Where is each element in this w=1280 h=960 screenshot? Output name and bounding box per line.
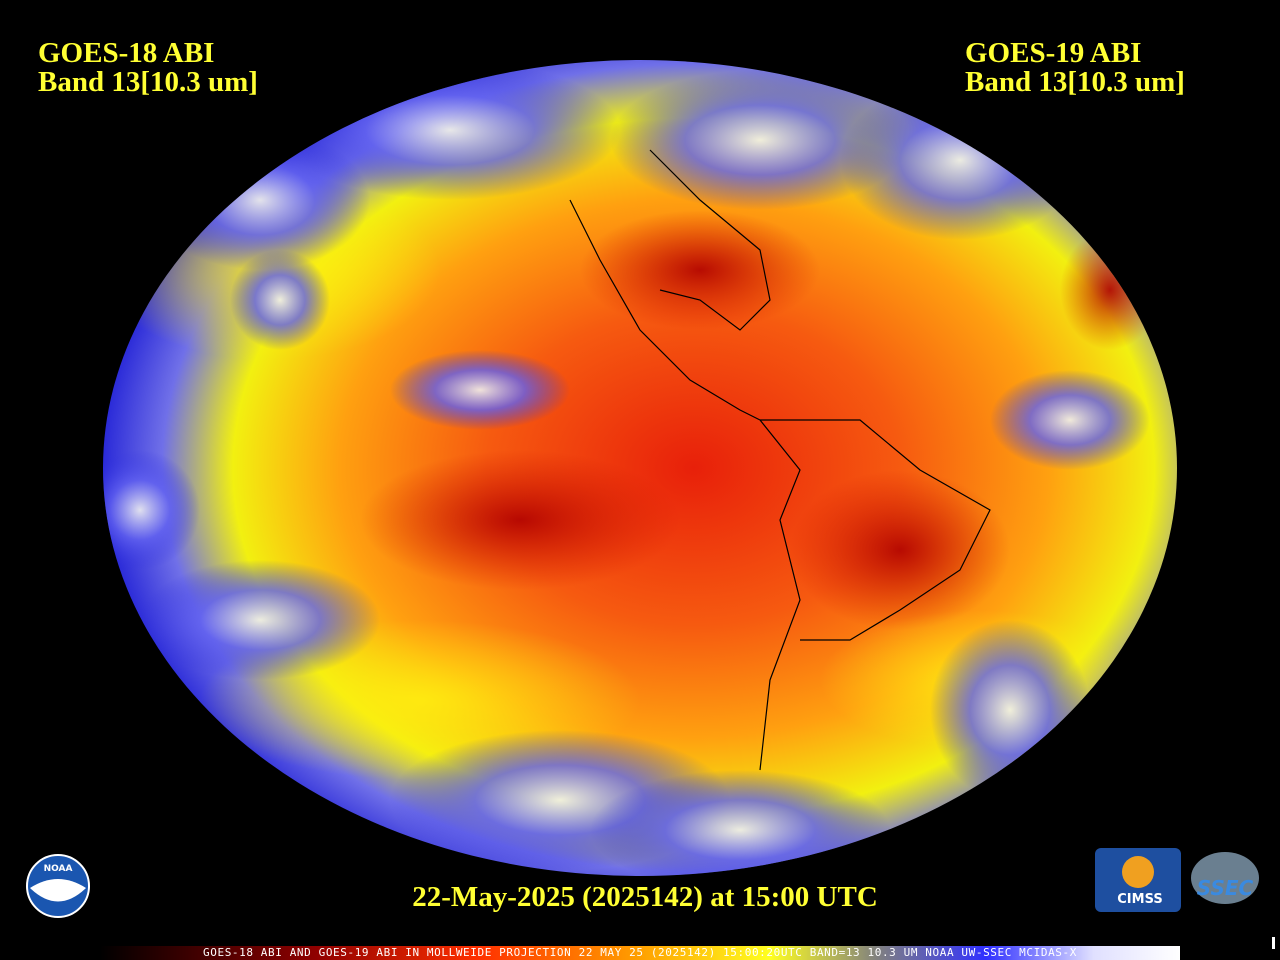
noaa-logo: NOAA xyxy=(26,854,90,918)
color-bar xyxy=(100,946,1180,960)
noaa-label: NOAA xyxy=(44,864,73,874)
ssec-logo: SSEC xyxy=(1191,852,1259,904)
coastlines xyxy=(569,149,991,771)
right-satellite: GOES-19 ABI xyxy=(965,37,1141,69)
left-band: Band 13[10.3 um] xyxy=(38,66,258,98)
cursor-mark xyxy=(1272,937,1275,949)
footer: GOES-18 ABI AND GOES-19 ABI IN MOLLWEIDE… xyxy=(203,946,1077,959)
right-band: Band 13[10.3 um] xyxy=(965,66,1185,98)
left-satellite: GOES-18 ABI xyxy=(38,37,214,69)
cimss-label: CIMSS xyxy=(1117,892,1162,907)
ssec-label: SSEC xyxy=(1197,876,1254,900)
cimss-logo: CIMSS xyxy=(1095,848,1181,912)
caption: 22-May-2025 (2025142) at 15:00 UTC xyxy=(412,881,878,913)
